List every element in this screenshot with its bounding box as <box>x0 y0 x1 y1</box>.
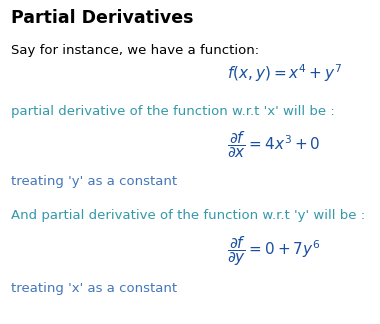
Text: Partial Derivatives: Partial Derivatives <box>11 9 194 27</box>
Text: partial derivative of the function w.r.t 'x' will be :: partial derivative of the function w.r.t… <box>11 105 335 118</box>
Text: treating 'x' as a constant: treating 'x' as a constant <box>11 282 177 295</box>
Text: $\dfrac{\partial f}{\partial y} = 0 + 7y^6$: $\dfrac{\partial f}{\partial y} = 0 + 7y… <box>227 234 320 268</box>
Text: Say for instance, we have a function:: Say for instance, we have a function: <box>11 44 260 57</box>
Text: $\dfrac{\partial f}{\partial x} = 4x^3 + 0$: $\dfrac{\partial f}{\partial x} = 4x^3 +… <box>227 129 320 159</box>
Text: And partial derivative of the function w.r.t 'y' will be :: And partial derivative of the function w… <box>11 209 366 222</box>
Text: $f(x, y) = x^4 + y^7$: $f(x, y) = x^4 + y^7$ <box>227 62 343 84</box>
Text: treating 'y' as a constant: treating 'y' as a constant <box>11 175 177 188</box>
